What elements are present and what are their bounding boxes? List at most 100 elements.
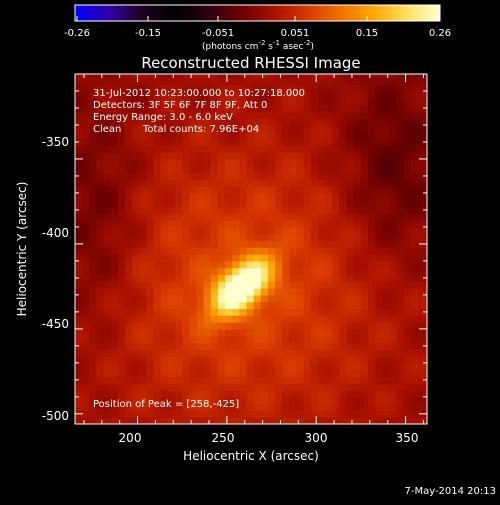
heatmap-cell (389, 342, 398, 350)
heatmap-cell (332, 158, 341, 167)
heatmap-cell (318, 165, 326, 174)
heatmap-cell (325, 172, 333, 180)
heatmap-cell (303, 172, 312, 180)
heatmap-cell (303, 84, 312, 92)
heatmap-cell (89, 74, 98, 78)
heatmap-cell (239, 84, 248, 92)
heatmap-cell (296, 77, 305, 85)
heatmap-cell (139, 240, 148, 248)
heatmap-cell (132, 104, 140, 112)
heatmap-cell (189, 410, 198, 418)
heatmap-cell (303, 301, 312, 310)
heatmap-cell (103, 369, 112, 378)
heatmap-cell (125, 260, 133, 269)
heatmap-cell (425, 233, 427, 242)
heatmap-cell (117, 362, 126, 371)
heatmap-cell (210, 172, 219, 180)
heatmap-cell (418, 260, 426, 269)
heatmap-cell (153, 369, 162, 378)
heatmap-cell (210, 288, 219, 296)
heatmap-cell (160, 226, 169, 235)
heatmap-cell (296, 97, 305, 106)
heatmap-cell (325, 90, 333, 99)
heatmap-cell (410, 77, 419, 85)
heatmap-cell (203, 74, 212, 78)
heatmap-cell (232, 74, 240, 78)
colorbar-tick-label: -0.26 (64, 28, 90, 39)
heatmap-cell (96, 172, 105, 180)
heatmap-cell (389, 233, 398, 242)
heatmap-cell (117, 138, 126, 146)
heatmap-cell (289, 165, 298, 174)
heatmap-cell (360, 294, 369, 303)
heatmap-cell (96, 322, 105, 330)
heatmap-cell (246, 165, 255, 174)
heatmap-cell (425, 369, 427, 378)
heatmap-cell (182, 77, 190, 85)
heatmap-cell (153, 294, 162, 303)
heatmap-cell (232, 179, 240, 187)
heatmap-cell (203, 233, 212, 242)
heatmap-cell (275, 90, 283, 99)
heatmap-cell (325, 308, 333, 316)
heatmap-cell (117, 77, 126, 85)
heatmap-cell (396, 260, 405, 269)
heatmap-cell (89, 383, 98, 391)
heatmap-cell (125, 356, 133, 364)
heatmap-cell (310, 226, 319, 235)
heatmap-cell (382, 254, 391, 262)
heatmap-cell (139, 349, 148, 357)
heatmap-cell (346, 104, 355, 112)
heatmap-cell (318, 294, 326, 303)
heatmap-cell (368, 260, 376, 269)
heatmap-cell (403, 247, 412, 255)
heatmap-cell (253, 328, 262, 337)
heatmap-cell (125, 267, 133, 276)
heatmap-cell (382, 403, 391, 412)
heatmap-cell (239, 179, 248, 187)
heatmap-cell (267, 158, 276, 167)
heatmap-cell (225, 111, 233, 119)
heatmap-cell (203, 97, 212, 106)
heatmap-cell (360, 247, 369, 255)
heatmap-cell (146, 281, 155, 289)
heatmap-cell (196, 342, 205, 350)
heatmap-cell (260, 199, 269, 208)
heatmap-cell (353, 254, 362, 262)
heatmap-cell (146, 254, 155, 262)
heatmap-cell (296, 410, 305, 418)
heatmap-cell (310, 315, 319, 323)
heatmap-cell (403, 369, 412, 378)
heatmap-cell (132, 396, 140, 405)
heatmap-cell (117, 376, 126, 384)
heatmap-cell (389, 247, 398, 255)
heatmap-cell (196, 186, 205, 194)
heatmap-cell (375, 403, 383, 412)
heatmap-cell (153, 417, 162, 424)
heatmap-cell (103, 172, 112, 180)
heatmap-cell (282, 152, 291, 160)
heatmap-cell (332, 84, 341, 92)
heatmap-cell (353, 90, 362, 99)
heatmap-cell (103, 179, 112, 187)
heatmap-cell (167, 138, 176, 146)
heatmap-cell (289, 192, 298, 201)
heatmap-cell (375, 260, 383, 269)
heatmap-cell (353, 213, 362, 221)
heatmap-cell (167, 131, 176, 140)
heatmap-cell (296, 131, 305, 140)
heatmap-cell (332, 410, 341, 418)
heatmap-cell (203, 274, 212, 282)
heatmap-cell (418, 220, 426, 228)
heatmap-cell (160, 267, 169, 276)
heatmap-cell (418, 383, 426, 391)
heatmap-cell (375, 349, 383, 357)
heatmap-cell (410, 288, 419, 296)
heatmap-cell (289, 77, 298, 85)
heatmap-cell (260, 288, 269, 296)
heatmap-cell (267, 233, 276, 242)
heatmap-cell (182, 281, 190, 289)
heatmap-cell (167, 376, 176, 384)
heatmap-cell (275, 138, 283, 146)
heatmap-cell (275, 124, 283, 133)
